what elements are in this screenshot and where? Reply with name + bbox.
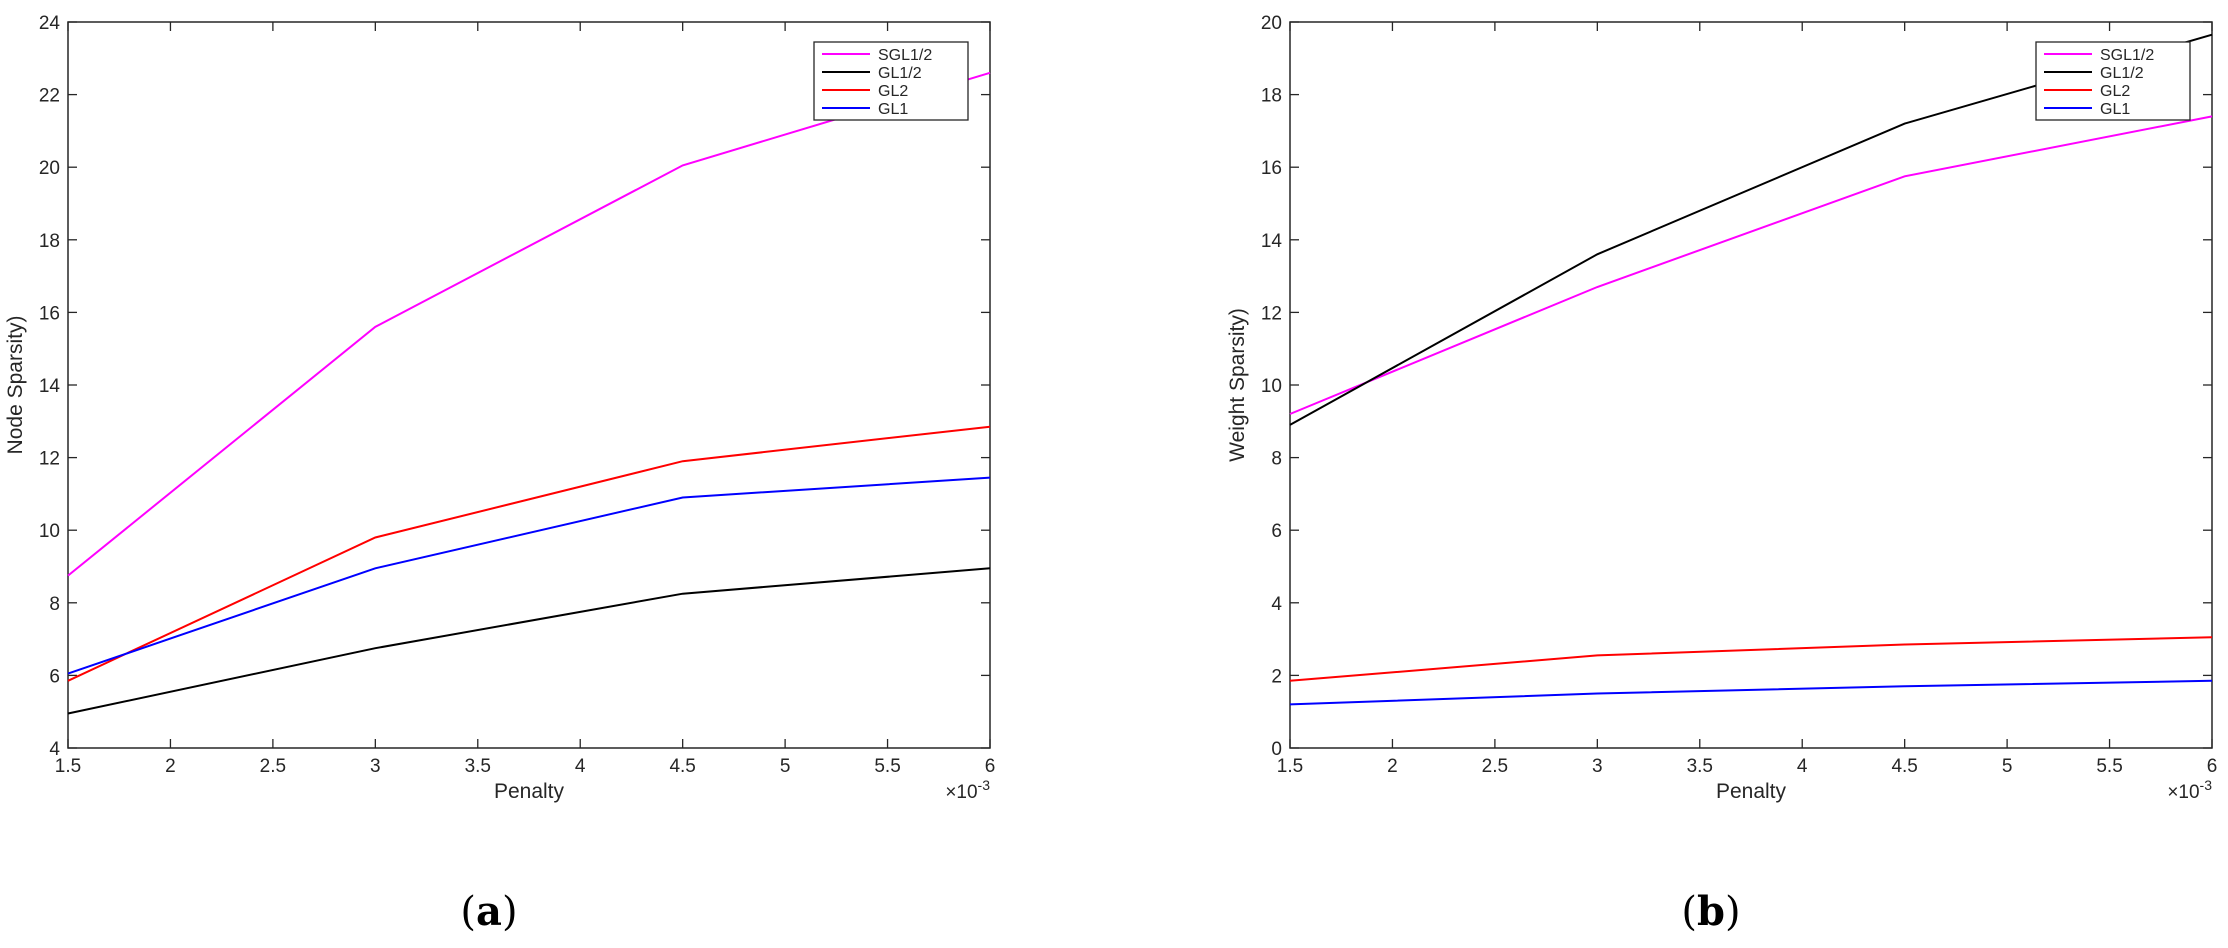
legend-entry: GL1/2 (878, 65, 922, 82)
x-tick-label: 5.5 (2096, 756, 2122, 777)
plot-frame (1289, 21, 2213, 749)
x-axis-label: Penalty (494, 780, 565, 803)
y-tick-label: 24 (39, 13, 61, 34)
x-tick-label: 4 (1797, 756, 1808, 777)
y-tick-label: 10 (1261, 376, 1282, 397)
y-tick-label: 14 (39, 376, 61, 397)
legend-entry: GL1 (878, 101, 908, 118)
y-tick-label: 20 (39, 158, 60, 179)
panel-caption: (b) (1681, 888, 1740, 935)
x-tick-label: 5 (780, 756, 791, 777)
y-tick-label: 8 (1271, 449, 1282, 470)
series-line-gl2 (1289, 636, 2213, 682)
legend-entry: GL2 (878, 83, 908, 100)
y-tick-label: 16 (39, 303, 60, 324)
y-tick-label: 2 (1271, 666, 1282, 687)
y-tick-label: 14 (1261, 231, 1283, 252)
x-tick-label: 2 (1387, 756, 1398, 777)
y-axis-label: Node Sparsity) (4, 316, 27, 455)
x-tick-label: 4.5 (669, 756, 695, 777)
y-tick-label: 0 (1271, 739, 1282, 760)
y-tick-label: 18 (39, 231, 60, 252)
plot-frame (67, 21, 991, 749)
y-tick-label: 4 (49, 739, 60, 760)
x-tick-label: 1.5 (55, 756, 81, 777)
series-line-gl12 (67, 567, 991, 715)
legend-entry: SGL1/2 (2100, 47, 2154, 64)
chart-panel-a: 1.5 2 2.5 3 3.5 4 4.5 5 5.5 6 4 6 8 10 12 14 16 18 20 22 24 P… (4, 13, 995, 935)
x-tick-label: 2 (165, 756, 176, 777)
x-tick-label: 3 (1592, 756, 1603, 777)
x-tick-label: 3.5 (465, 756, 491, 777)
x-tick-label: 5.5 (874, 756, 900, 777)
y-tick-label: 12 (39, 449, 60, 470)
x-tick-label: 4 (575, 756, 586, 777)
y-tick-label: 6 (1271, 521, 1282, 542)
y-tick-label: 8 (49, 594, 60, 615)
x-tick-label: 2.5 (1482, 756, 1508, 777)
y-tick-label: 6 (49, 666, 60, 687)
x-tick-label: 2.5 (260, 756, 286, 777)
legend-entry: GL1 (2100, 101, 2130, 118)
legend-entry: GL2 (2100, 83, 2130, 100)
y-tick-label: 10 (39, 521, 60, 542)
y-tick-label: 22 (39, 86, 60, 107)
legend-entry: GL1/2 (2100, 65, 2144, 82)
x-tick-label: 5 (2002, 756, 2013, 777)
y-tick-label: 4 (1271, 594, 1282, 615)
y-tick-label: 18 (1261, 86, 1282, 107)
y-tick-label: 12 (1261, 303, 1282, 324)
series-line-sgl12 (1289, 115, 2213, 415)
x-tick-label: 3 (370, 756, 381, 777)
x-tick-label: 6 (2207, 756, 2218, 777)
panel-caption: (a) (460, 888, 517, 935)
x-tick-label: 6 (985, 756, 996, 777)
x-exponent-label: ×10-3 (2167, 777, 2212, 803)
y-tick-label: 16 (1261, 158, 1282, 179)
series-line-gl2 (67, 425, 991, 682)
x-tick-label: 4.5 (1891, 756, 1917, 777)
x-axis-label: Penalty (1716, 780, 1787, 803)
series-line-gl1 (1289, 679, 2213, 706)
y-axis-label: Weight Sparsity) (1226, 308, 1249, 462)
chart-panel-b: 1.5 2 2.5 3 3.5 4 4.5 5 5.5 6 0 2 4 6 8 10 12 14 16 18 20 Pen… (1226, 13, 2217, 935)
legend-entry: SGL1/2 (878, 47, 932, 64)
series-line-gl1 (67, 476, 991, 675)
y-tick-label: 20 (1261, 13, 1282, 34)
x-tick-label: 1.5 (1277, 756, 1303, 777)
x-exponent-label: ×10-3 (945, 777, 990, 803)
x-tick-label: 3.5 (1687, 756, 1713, 777)
